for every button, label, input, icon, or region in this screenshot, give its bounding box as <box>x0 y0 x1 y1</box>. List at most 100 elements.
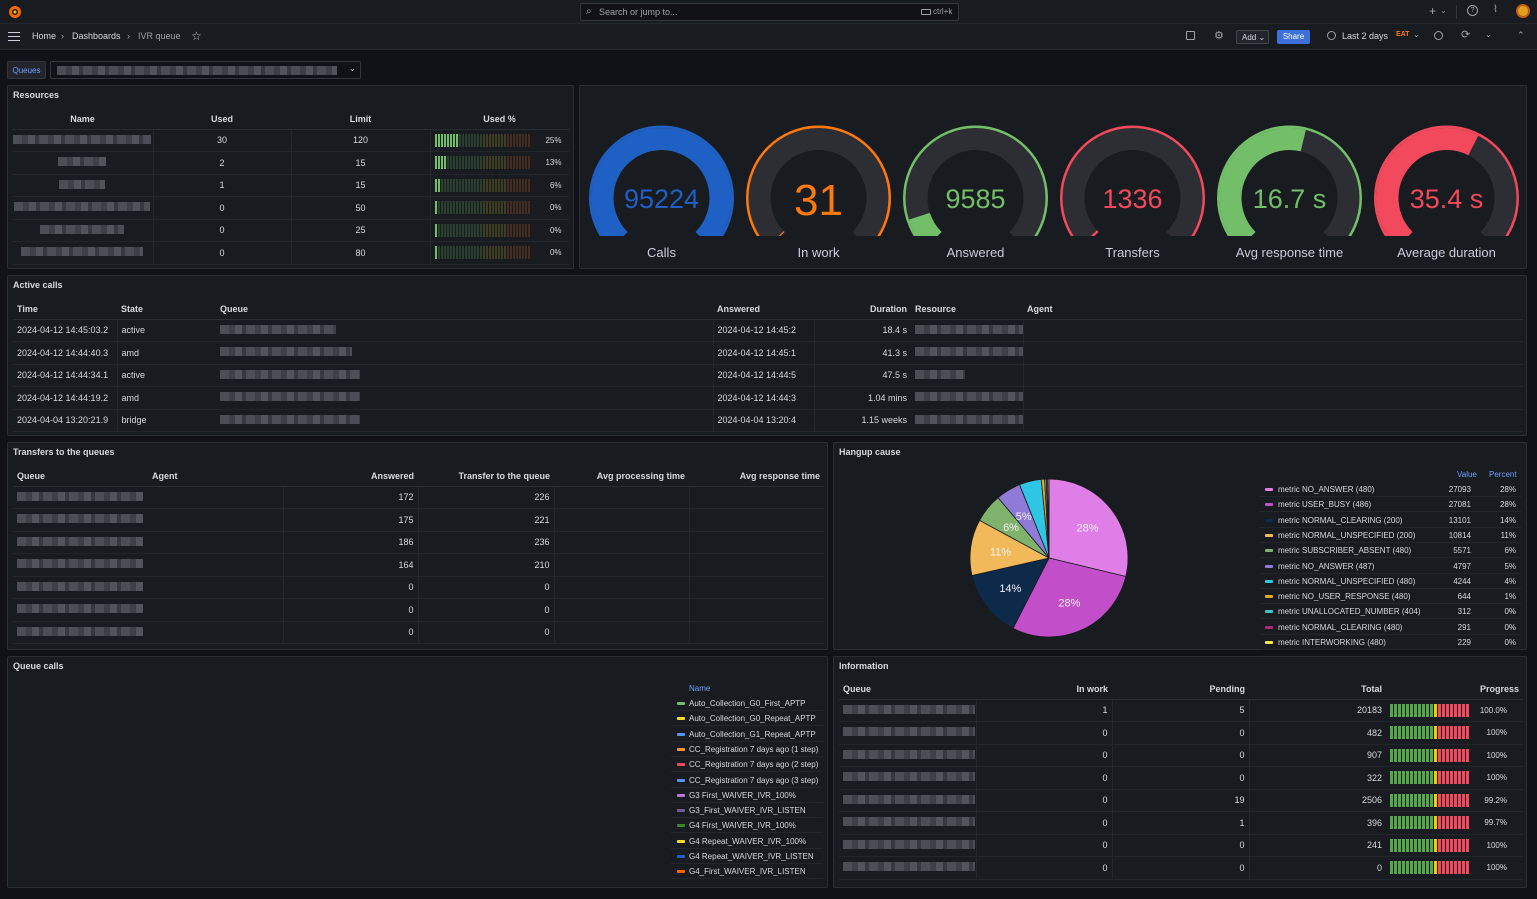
table-row[interactable]: 186 236 <box>13 531 824 554</box>
table-row[interactable]: 164 210 <box>13 553 824 577</box>
settings-gear-icon[interactable]: ⚙ <box>1214 30 1224 42</box>
column-header-time[interactable]: Time <box>13 299 117 320</box>
collapse-chevron-up-icon[interactable]: ⌃ <box>1517 30 1525 40</box>
menu-icon[interactable] <box>8 32 20 41</box>
refresh-icon[interactable]: ⟳ <box>1461 29 1471 41</box>
pie-slice[interactable] <box>1048 478 1129 578</box>
chevron-down-icon[interactable]: ⌄ <box>1485 30 1492 39</box>
chevron-down-icon[interactable]: ⌄ <box>1413 30 1420 39</box>
legend-row[interactable]: metric NO_USER_RESPONSE (480) 644 1% <box>1259 589 1521 605</box>
save-icon[interactable] <box>1186 31 1195 40</box>
table-row[interactable]: 2 15 13% <box>12 151 569 175</box>
time-range-picker[interactable]: Last 2 days <box>1342 31 1389 41</box>
gauge-3[interactable]: 1336 Transfers <box>1054 86 1211 266</box>
column-header-avg-processing[interactable]: Avg processing time <box>554 466 689 487</box>
table-row[interactable]: 175 221 <box>13 508 824 532</box>
news-rss-icon[interactable]: ⌇ <box>1493 4 1498 15</box>
table-row[interactable]: 0 19 2506 99.2% <box>839 789 1523 812</box>
pie-slice[interactable] <box>1047 478 1050 559</box>
pie-slice[interactable] <box>1012 557 1127 638</box>
column-header-transfer[interactable]: Transfer to the queue <box>418 466 554 487</box>
legend-row[interactable]: metric NORMAL_CLEARING (480) 291 0% <box>1259 620 1521 635</box>
legend-row[interactable]: metric NO_ANSWER (480) 27093 28% <box>1259 482 1521 497</box>
legend-row[interactable]: metric USER_BUSY (486) 27081 28% <box>1259 497 1521 513</box>
gauge-1[interactable]: 31 In work <box>740 86 897 266</box>
legend-row[interactable]: Auto_Collection_G0_Repeat_APTP <box>671 711 823 727</box>
table-row[interactable]: 2024-04-12 14:44:40.3 amd 2024-04-12 14:45… <box>13 341 1523 365</box>
column-header-agent[interactable]: Agent <box>148 466 283 487</box>
legend-row[interactable]: CC_Registration 7 days ago (3 step) <box>671 773 823 788</box>
column-header-queue[interactable]: Queue <box>839 679 976 700</box>
table-row[interactable]: 2024-04-12 14:44:34.1 active 2024-04-12 14… <box>13 364 1523 387</box>
legend-row[interactable]: G3_First_WAIVER_IVR_LISTEN <box>671 803 823 819</box>
table-row[interactable]: 0 0 0 100% <box>839 856 1523 880</box>
legend-row[interactable]: metric NO_ANSWER (487) 4797 5% <box>1259 559 1521 574</box>
column-header-total[interactable]: Total <box>1249 679 1386 700</box>
table-row[interactable]: 0 0 241 100% <box>839 834 1523 857</box>
table-row[interactable]: 0 80 0% <box>12 241 569 265</box>
legend-row[interactable]: G4_First_WAIVER_IVR_LISTEN <box>671 864 823 880</box>
table-row[interactable]: 1 15 6% <box>12 174 569 197</box>
legend-header-value[interactable]: Value <box>1457 470 1477 479</box>
gauge-0[interactable]: 95224 Calls <box>583 86 740 266</box>
column-header-used[interactable]: Used <box>153 109 291 130</box>
legend-row[interactable]: metric NORMAL_CLEARING (200) 13101 14% <box>1259 513 1521 528</box>
help-icon[interactable]: ? <box>1467 5 1478 16</box>
gauge-4[interactable]: 16.7 s Avg response time <box>1211 86 1368 266</box>
legend-row[interactable]: Auto_Collection_G0_First_APTP <box>671 696 823 711</box>
column-header-progress[interactable]: Progress <box>1386 679 1523 700</box>
legend-row[interactable]: G4 Repeat_WAIVER_IVR_100% <box>671 834 823 849</box>
table-row[interactable]: 172 226 <box>13 486 824 509</box>
legend-row[interactable]: metric UNALLOCATED_NUMBER (404) 312 0% <box>1259 604 1521 620</box>
legend-row[interactable]: Auto_Collection_G1_Repeat_APTP <box>671 727 823 742</box>
column-header-queue[interactable]: Queue <box>216 299 713 320</box>
gauge-5[interactable]: 35.4 s Average duration <box>1368 86 1525 266</box>
table-row[interactable]: 0 0 322 100% <box>839 766 1523 790</box>
add-button[interactable]: Add ⌄ <box>1236 30 1269 44</box>
column-header-in-work[interactable]: In work <box>976 679 1112 700</box>
legend-row[interactable]: CC_Registration 7 days ago (1 step) <box>671 742 823 757</box>
legend-row[interactable]: G4 First_WAIVER_IVR_100% <box>671 818 823 834</box>
avatar[interactable] <box>1516 4 1530 18</box>
star-icon[interactable]: ☆ <box>191 29 202 43</box>
breadcrumb-home[interactable]: Home <box>32 31 57 41</box>
table-row[interactable]: 2024-04-04 13:20:21.9 bridge 2024-04-04 13… <box>13 409 1523 432</box>
share-button[interactable]: Share <box>1277 30 1310 44</box>
search-bar[interactable]: ⌕ Search or jump to... ctrl+k <box>580 3 959 21</box>
column-header-state[interactable]: State <box>117 299 216 320</box>
legend-header-name[interactable]: Name <box>689 684 711 693</box>
queues-variable-select[interactable]: ⌄ <box>50 61 361 79</box>
legend-row[interactable]: CC_Registration 7 days ago (2 step) <box>671 757 823 773</box>
column-header-answered[interactable]: Answered <box>283 466 418 487</box>
column-header-agent[interactable]: Agent <box>1023 299 1523 320</box>
chevron-down-icon[interactable]: ⌄ <box>1440 6 1447 15</box>
column-header-avg-response[interactable]: Avg response time <box>689 466 824 487</box>
column-header-pending[interactable]: Pending <box>1112 679 1249 700</box>
new-plus-icon[interactable]: + <box>1429 4 1437 18</box>
legend-row[interactable]: metric SUBSCRIBER_ABSENT (480) 5571 6% <box>1259 543 1521 559</box>
column-header-queue[interactable]: Queue <box>13 466 148 487</box>
table-row[interactable]: 0 50 0% <box>12 196 569 220</box>
table-row[interactable]: 30 120 25% <box>12 129 569 152</box>
column-header-duration[interactable]: Duration <box>814 299 911 320</box>
table-row[interactable]: 0 25 0% <box>12 219 569 242</box>
table-row[interactable]: 2024-04-12 14:44:19.2 amd 2024-04-12 14:44… <box>13 386 1523 410</box>
zoom-out-icon[interactable] <box>1434 31 1443 40</box>
legend-row[interactable]: metric NORMAL_UNSPECIFIED (200) 10814 11% <box>1259 528 1521 543</box>
table-row[interactable]: 0 0 482 100% <box>839 721 1523 745</box>
table-row[interactable]: 0 0 907 100% <box>839 744 1523 767</box>
table-row[interactable]: 1 5 20183 100.0% <box>839 699 1523 722</box>
legend-row[interactable]: metric NORMAL_UNSPECIFIED (480) 4244 4% <box>1259 574 1521 589</box>
column-header-resource[interactable]: Resource <box>911 299 1023 320</box>
table-row[interactable]: 2024-04-12 14:45:03.2 active 2024-04-12 14… <box>13 319 1523 342</box>
table-row[interactable]: 0 1 396 99.7% <box>839 811 1523 835</box>
column-header-limit[interactable]: Limit <box>291 109 430 130</box>
column-header-answered[interactable]: Answered <box>713 299 814 320</box>
breadcrumb-dashboards[interactable]: Dashboards <box>72 31 121 41</box>
gauge-2[interactable]: 9585 Answered <box>897 86 1054 266</box>
legend-header-percent[interactable]: Percent <box>1489 470 1517 479</box>
grafana-logo-icon[interactable] <box>8 5 22 19</box>
